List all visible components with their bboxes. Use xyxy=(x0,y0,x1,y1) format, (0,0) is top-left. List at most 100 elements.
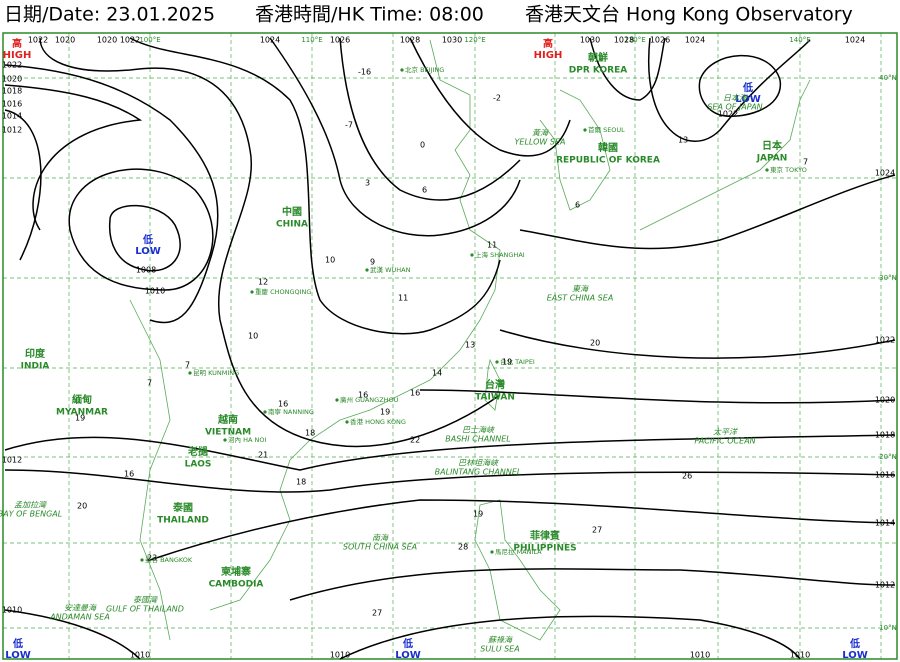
grid-label: 20°N xyxy=(879,453,897,461)
station-value: 21 xyxy=(258,451,268,460)
isobar xyxy=(339,615,801,660)
city-dot xyxy=(490,550,494,554)
pressure-en: LOW xyxy=(842,650,868,661)
sea-en: BASHI CHANNEL xyxy=(445,435,511,444)
city-name: 南寧 NANNING xyxy=(268,407,314,416)
station-value: 19 xyxy=(502,358,512,367)
sea-zh: 泰國灣 xyxy=(133,596,158,605)
country-en: CAMBODIA xyxy=(209,580,264,590)
station-value: 20 xyxy=(77,502,87,511)
pressure-en: LOW xyxy=(135,246,161,257)
station-value: 26 xyxy=(682,472,692,481)
grid-label: 110°E xyxy=(301,36,322,44)
station-value: 9 xyxy=(370,258,375,267)
pressure-zh: 高 xyxy=(543,37,553,50)
isobar-label: 1024 xyxy=(875,169,895,178)
isobar xyxy=(269,37,521,237)
sea-zh: 安達曼海 xyxy=(64,604,97,613)
source: 香港天文台 Hong Kong Observatory xyxy=(525,4,853,26)
station-value: 3 xyxy=(365,179,370,188)
pressure-en: LOW xyxy=(5,650,31,661)
station-value: 27 xyxy=(592,526,602,535)
sea-en: BALINTANG CHANNEL xyxy=(435,468,522,477)
pressure-zh: 低 xyxy=(12,637,23,650)
sea-en: SULU SEA xyxy=(480,645,519,654)
isobar xyxy=(108,204,181,272)
isobar-label: 1024 xyxy=(685,36,705,45)
sea-zh: 東海 xyxy=(572,285,589,294)
station-value: 7 xyxy=(803,158,808,167)
country-en: REPUBLIC OF KOREA xyxy=(556,156,660,166)
grid xyxy=(3,33,897,659)
isobar xyxy=(149,499,896,561)
country-en: CHINA xyxy=(276,220,308,230)
station-value: 11 xyxy=(398,294,408,303)
isobar-label: 1028 xyxy=(614,36,634,45)
isobar xyxy=(4,64,219,324)
isobar-label: 1024 xyxy=(845,36,865,45)
isobar xyxy=(4,609,141,660)
country-zh: 老撾 xyxy=(187,445,208,458)
city-name: 重慶 CHONGQING xyxy=(255,287,311,296)
isobar-label: 1018 xyxy=(875,431,895,440)
map-frame xyxy=(2,32,898,660)
city-name: 昆明 KUNMING xyxy=(193,369,239,377)
isobar xyxy=(339,37,521,201)
station-value: 7 xyxy=(185,361,190,370)
pressure-zh: 低 xyxy=(142,233,153,246)
coastlines xyxy=(129,39,811,641)
grid-label: 100°E xyxy=(139,36,160,44)
pressure-zh: 低 xyxy=(849,637,860,650)
isobar-label: 1022 xyxy=(120,36,140,45)
sea-zh: 巴林坦海峽 xyxy=(458,459,499,468)
isobar-label: 1030 xyxy=(580,36,600,45)
station-value: 16 xyxy=(278,400,288,409)
isobar-label: 1020 xyxy=(875,396,895,405)
isobar-label: 1014 xyxy=(2,112,22,121)
isobar-label: 1010 xyxy=(790,651,810,660)
isobar-label: 1016 xyxy=(2,100,22,109)
station-value: 0 xyxy=(420,141,425,150)
isobar xyxy=(68,168,214,291)
station-value: 7 xyxy=(147,379,152,388)
isobar-label: 1016 xyxy=(875,471,895,480)
city-dot xyxy=(188,371,192,375)
labels: 100°E 110°E 120°E 130°E 140°E 40°N 30°N 20°N 10°… xyxy=(0,36,897,662)
station-value: -7 xyxy=(345,121,353,130)
station-value: 6 xyxy=(575,201,580,210)
city-dot xyxy=(250,290,254,294)
isobar-label: 1012 xyxy=(2,126,22,135)
isobar-label: 1010 xyxy=(690,651,710,660)
country-zh: 台灣 xyxy=(485,378,505,391)
station-value: 28 xyxy=(458,543,468,552)
station-value: -2 xyxy=(493,94,501,103)
city-name: 東京 TOKYO xyxy=(770,165,807,174)
country-en: LAOS xyxy=(185,460,212,470)
isobar-label: 1010 xyxy=(2,606,22,615)
station-value: 27 xyxy=(372,609,382,618)
station-value: 13 xyxy=(465,341,475,350)
isobar xyxy=(4,469,896,493)
isobar xyxy=(4,109,42,261)
coastline xyxy=(639,79,811,231)
pressure-en: LOW xyxy=(395,650,421,661)
station-value: 18 xyxy=(296,478,306,487)
country-zh: 朝鮮 xyxy=(588,51,608,64)
country-en: DPR KOREA xyxy=(569,66,627,76)
coastline xyxy=(129,299,171,641)
isobar-label: 1020 xyxy=(55,36,75,45)
city-dot xyxy=(263,410,267,414)
city-name: 河內 HA NOI xyxy=(228,435,266,444)
grid-label: 120°E xyxy=(464,36,485,44)
sea-en: YELLOW SEA xyxy=(515,138,566,147)
station-value: 12 xyxy=(258,278,268,287)
isobar xyxy=(39,37,501,448)
isobar-label: 1030 xyxy=(442,36,462,45)
grid-label: 30°N xyxy=(879,274,897,282)
country-zh: 緬甸 xyxy=(72,393,92,406)
sea-en: BAY OF BENGAL xyxy=(0,510,62,519)
date: 日期/Date: 23.01.2025 xyxy=(4,4,215,26)
city-name: 廣州 GUANGZHOU xyxy=(340,395,399,404)
city-dot xyxy=(365,268,369,272)
